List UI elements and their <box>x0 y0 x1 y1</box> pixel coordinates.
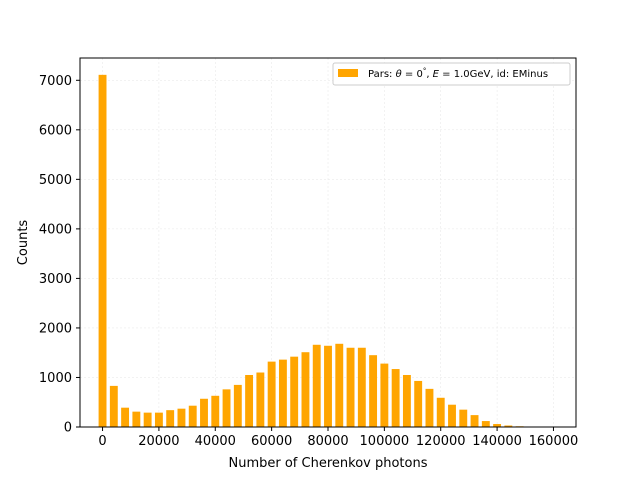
bar <box>222 389 231 427</box>
bar <box>448 404 456 427</box>
y-axis-ticks: 0 1000 2000 3000 4000 5000 6000 7000 <box>39 74 80 436</box>
bar <box>290 356 299 427</box>
bar <box>177 408 186 427</box>
y-tick-label: 1000 <box>39 371 72 386</box>
bar <box>109 385 118 427</box>
bar <box>481 421 490 427</box>
bar <box>493 424 502 427</box>
x-axis-label: Number of Cherenkov photons <box>229 456 428 471</box>
bar <box>143 412 152 427</box>
bar <box>278 359 287 427</box>
bar <box>256 372 265 427</box>
y-axis-label: Counts <box>16 220 31 266</box>
bar <box>188 405 197 427</box>
bar <box>459 409 468 427</box>
bar <box>233 384 242 427</box>
x-tick-label: 100000 <box>360 434 410 449</box>
grid-lines <box>80 58 576 428</box>
y-tick-label: 5000 <box>39 173 72 188</box>
bar <box>121 407 130 427</box>
legend-frame <box>332 62 571 86</box>
bar <box>402 374 411 427</box>
bar <box>369 355 378 427</box>
x-tick-label: 160000 <box>529 434 579 449</box>
bars <box>98 74 558 427</box>
legend-entry: Pars: θ = 0°, E = 1.0GeV, id: EMinus <box>368 67 548 80</box>
bar <box>211 395 220 427</box>
y-tick-label: 0 <box>64 421 72 436</box>
bar <box>301 352 310 427</box>
x-axis-ticks: 0 20000 40000 60000 80000 100000 120000 140000 1… <box>98 427 578 449</box>
x-tick-label: 120000 <box>416 434 466 449</box>
x-tick-label: 20000 <box>138 434 179 449</box>
bar <box>436 397 445 427</box>
legend-swatch <box>338 69 358 77</box>
bar <box>324 345 332 427</box>
y-tick-label: 6000 <box>39 123 72 138</box>
bar <box>346 347 355 427</box>
bar <box>425 388 434 427</box>
bar <box>414 380 423 427</box>
bar <box>391 369 400 427</box>
bar <box>312 344 321 427</box>
bar <box>132 411 141 427</box>
legend: Pars: θ = 0°, E = 1.0GeV, id: EMinus <box>332 62 571 86</box>
bar <box>504 425 513 427</box>
bar <box>335 343 344 427</box>
bar <box>380 363 389 427</box>
x-tick-label: 80000 <box>307 434 348 449</box>
bar <box>357 347 366 427</box>
x-tick-label: 40000 <box>195 434 236 449</box>
bar <box>200 398 208 427</box>
x-tick-label: 60000 <box>251 434 292 449</box>
y-tick-label: 7000 <box>39 74 72 89</box>
y-tick-label: 4000 <box>39 222 72 237</box>
bar <box>245 374 254 427</box>
bar <box>154 412 163 427</box>
bar <box>267 361 276 427</box>
y-tick-label: 2000 <box>39 321 72 336</box>
bar <box>98 74 107 427</box>
x-tick-label: 0 <box>98 434 106 449</box>
bar <box>166 410 175 427</box>
bar <box>470 415 479 427</box>
y-tick-label: 3000 <box>39 272 72 287</box>
x-tick-label: 140000 <box>472 434 522 449</box>
